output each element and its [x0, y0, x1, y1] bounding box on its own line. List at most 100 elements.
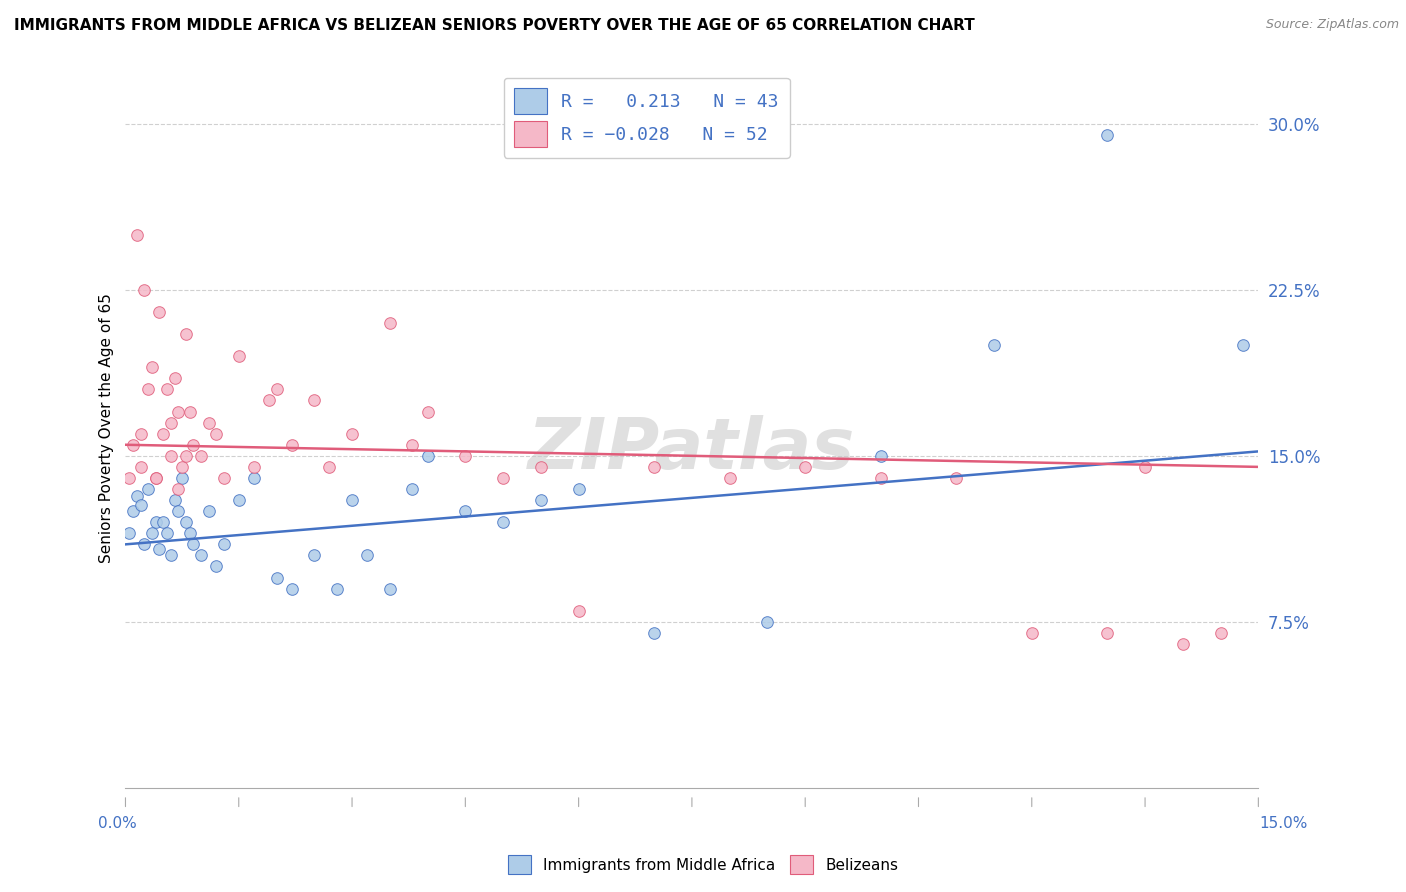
Point — [148, 305, 170, 319]
Legend: R =   0.213   N = 43, R = −0.028   N = 52: R = 0.213 N = 43, R = −0.028 N = 52 — [503, 78, 790, 158]
Text: 0.0%: 0.0% — [98, 816, 138, 831]
Point — [304, 549, 326, 563]
Point — [172, 459, 194, 474]
Point — [125, 489, 148, 503]
Point — [378, 582, 401, 596]
Point — [167, 504, 190, 518]
Point — [326, 582, 349, 596]
Point — [1133, 459, 1156, 474]
Point — [416, 404, 439, 418]
Point — [416, 449, 439, 463]
Point — [197, 416, 219, 430]
Point — [401, 482, 423, 496]
Point — [118, 471, 141, 485]
Point — [141, 360, 163, 375]
Text: IMMIGRANTS FROM MIDDLE AFRICA VS BELIZEAN SENIORS POVERTY OVER THE AGE OF 65 COR: IMMIGRANTS FROM MIDDLE AFRICA VS BELIZEA… — [14, 18, 974, 33]
Point — [174, 515, 197, 529]
Point — [134, 283, 156, 297]
Point — [159, 449, 181, 463]
Point — [174, 327, 197, 342]
Point — [148, 541, 170, 556]
Point — [266, 383, 288, 397]
Point — [304, 393, 326, 408]
Point — [1171, 637, 1194, 651]
Point — [643, 459, 665, 474]
Point — [340, 426, 363, 441]
Point — [983, 338, 1005, 352]
Point — [172, 471, 194, 485]
Point — [125, 227, 148, 242]
Text: ZIPatlas: ZIPatlas — [529, 416, 856, 484]
Point — [174, 449, 197, 463]
Point — [136, 383, 159, 397]
Point — [945, 471, 967, 485]
Point — [167, 404, 190, 418]
Point — [243, 471, 266, 485]
Point — [163, 371, 186, 385]
Point — [1097, 626, 1119, 640]
Point — [454, 449, 477, 463]
Point — [869, 449, 891, 463]
Point — [378, 316, 401, 330]
Point — [356, 549, 378, 563]
Point — [1209, 626, 1232, 640]
Point — [212, 471, 235, 485]
Point — [118, 526, 141, 541]
Point — [134, 537, 156, 551]
Text: Source: ZipAtlas.com: Source: ZipAtlas.com — [1265, 18, 1399, 31]
Point — [122, 438, 145, 452]
Point — [159, 416, 181, 430]
Point — [156, 526, 179, 541]
Point — [152, 515, 174, 529]
Point — [167, 482, 190, 496]
Point — [794, 459, 817, 474]
Point — [756, 615, 779, 629]
Point — [1232, 338, 1254, 352]
Legend: Immigrants from Middle Africa, Belizeans: Immigrants from Middle Africa, Belizeans — [502, 849, 904, 880]
Point — [179, 526, 201, 541]
Point — [1097, 128, 1119, 142]
Point — [1021, 626, 1043, 640]
Point — [568, 482, 591, 496]
Point — [129, 426, 152, 441]
Point — [492, 515, 515, 529]
Point — [190, 549, 212, 563]
Point — [122, 504, 145, 518]
Point — [163, 493, 186, 508]
Point — [869, 471, 891, 485]
Point — [159, 549, 181, 563]
Point — [718, 471, 741, 485]
Point — [145, 471, 167, 485]
Point — [266, 570, 288, 584]
Point — [205, 426, 228, 441]
Point — [197, 504, 219, 518]
Point — [492, 471, 515, 485]
Point — [257, 393, 280, 408]
Point — [212, 537, 235, 551]
Point — [152, 426, 174, 441]
Point — [190, 449, 212, 463]
Point — [228, 493, 250, 508]
Point — [129, 459, 152, 474]
Point — [243, 459, 266, 474]
Point — [145, 471, 167, 485]
Point — [141, 526, 163, 541]
Point — [228, 349, 250, 363]
Point — [401, 438, 423, 452]
Point — [129, 498, 152, 512]
Y-axis label: Seniors Poverty Over the Age of 65: Seniors Poverty Over the Age of 65 — [100, 293, 114, 563]
Point — [643, 626, 665, 640]
Point — [568, 604, 591, 618]
Point — [136, 482, 159, 496]
Point — [179, 404, 201, 418]
Point — [530, 459, 553, 474]
Point — [183, 438, 205, 452]
Point — [318, 459, 340, 474]
Point — [183, 537, 205, 551]
Point — [454, 504, 477, 518]
Point — [205, 559, 228, 574]
Point — [530, 493, 553, 508]
Point — [145, 515, 167, 529]
Point — [280, 582, 302, 596]
Point — [156, 383, 179, 397]
